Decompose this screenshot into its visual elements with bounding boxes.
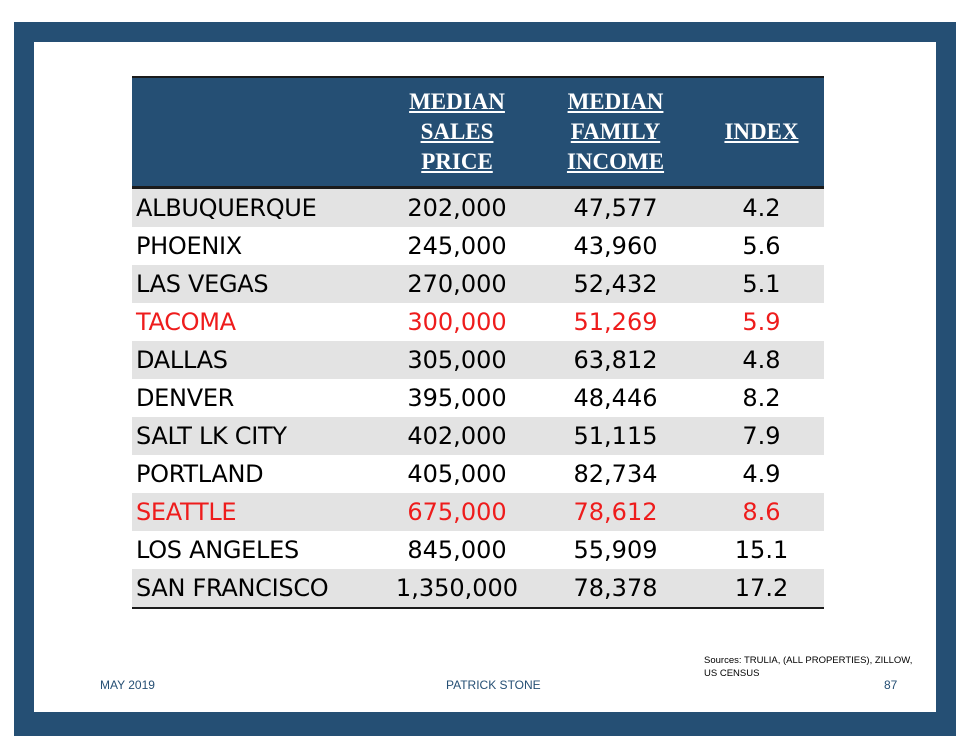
index-cell: 8.2 <box>699 379 824 417</box>
median-sales-price-cell: 305,000 <box>382 341 532 379</box>
table-row: LOS ANGELES 845,000 55,909 15.1 <box>132 531 824 569</box>
index-cell: 4.2 <box>699 187 824 227</box>
median-family-income-cell: 48,446 <box>532 379 699 417</box>
index-cell: 7.9 <box>699 417 824 455</box>
footer-author: PATRICK STONE <box>446 678 541 692</box>
city-cell: ALBUQUERQUE <box>132 187 382 227</box>
median-family-income-cell: 55,909 <box>532 531 699 569</box>
median-sales-price-cell: 405,000 <box>382 455 532 493</box>
city-cell: LOS ANGELES <box>132 531 382 569</box>
header-median-family-income: MEDIAN FAMILY INCOME <box>532 76 699 189</box>
city-cell: DALLAS <box>132 341 382 379</box>
city-cell: PORTLAND <box>132 455 382 493</box>
city-cell: PHOENIX <box>132 227 382 265</box>
city-cell: LAS VEGAS <box>132 265 382 303</box>
median-family-income-cell: 82,734 <box>532 455 699 493</box>
housing-index-table: MEDIAN SALES PRICE MEDIAN FAMILY INCOME … <box>132 76 824 609</box>
table-row: SALT LK CITY 402,000 51,115 7.9 <box>132 417 824 455</box>
header-index: INDEX <box>699 76 824 189</box>
header-city <box>132 76 382 189</box>
table-row: DENVER 395,000 48,446 8.2 <box>132 379 824 417</box>
table-row: ALBUQUERQUE 202,000 47,577 4.2 <box>132 187 824 227</box>
table-row: LAS VEGAS 270,000 52,432 5.1 <box>132 265 824 303</box>
median-sales-price-cell: 395,000 <box>382 379 532 417</box>
index-cell: 17.2 <box>699 569 824 609</box>
table-row: SEATTLE 675,000 78,612 8.6 <box>132 493 824 531</box>
slide: MEDIAN SALES PRICE MEDIAN FAMILY INCOME … <box>34 42 936 712</box>
median-sales-price-cell: 1,350,000 <box>382 569 532 609</box>
city-cell: DENVER <box>132 379 382 417</box>
index-cell: 5.9 <box>699 303 824 341</box>
city-cell: SEATTLE <box>132 493 382 531</box>
median-family-income-cell: 78,378 <box>532 569 699 609</box>
index-cell: 8.6 <box>699 493 824 531</box>
sources-note: Sources: TRULIA, (ALL PROPERTIES), ZILLO… <box>704 655 913 679</box>
table-row: TACOMA 300,000 51,269 5.9 <box>132 303 824 341</box>
table-row: PHOENIX 245,000 43,960 5.6 <box>132 227 824 265</box>
median-family-income-cell: 43,960 <box>532 227 699 265</box>
index-cell: 4.9 <box>699 455 824 493</box>
median-sales-price-cell: 402,000 <box>382 417 532 455</box>
city-cell: SAN FRANCISCO <box>132 569 382 609</box>
median-sales-price-cell: 202,000 <box>382 187 532 227</box>
table-row: SAN FRANCISCO 1,350,000 78,378 17.2 <box>132 569 824 609</box>
median-sales-price-cell: 675,000 <box>382 493 532 531</box>
median-family-income-cell: 63,812 <box>532 341 699 379</box>
median-family-income-cell: 47,577 <box>532 187 699 227</box>
median-family-income-cell: 78,612 <box>532 493 699 531</box>
header-median-sales-price: MEDIAN SALES PRICE <box>382 76 532 189</box>
table-row: PORTLAND 405,000 82,734 4.9 <box>132 455 824 493</box>
city-cell: SALT LK CITY <box>132 417 382 455</box>
median-family-income-cell: 51,115 <box>532 417 699 455</box>
median-family-income-cell: 51,269 <box>532 303 699 341</box>
footer-page-number: 87 <box>884 678 898 692</box>
index-cell: 5.1 <box>699 265 824 303</box>
index-cell: 5.6 <box>699 227 824 265</box>
median-family-income-cell: 52,432 <box>532 265 699 303</box>
index-cell: 15.1 <box>699 531 824 569</box>
median-sales-price-cell: 300,000 <box>382 303 532 341</box>
table-header-row: MEDIAN SALES PRICE MEDIAN FAMILY INCOME … <box>132 76 824 189</box>
median-sales-price-cell: 845,000 <box>382 531 532 569</box>
median-sales-price-cell: 270,000 <box>382 265 532 303</box>
index-cell: 4.8 <box>699 341 824 379</box>
footer-date: MAY 2019 <box>100 678 155 692</box>
city-cell: TACOMA <box>132 303 382 341</box>
median-sales-price-cell: 245,000 <box>382 227 532 265</box>
table-row: DALLAS 305,000 63,812 4.8 <box>132 341 824 379</box>
